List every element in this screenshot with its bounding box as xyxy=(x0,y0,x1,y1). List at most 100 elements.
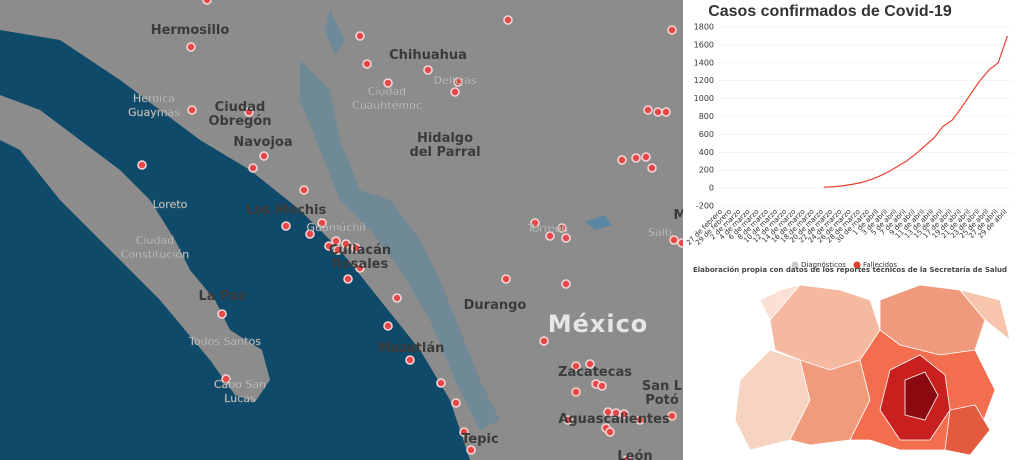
city-label: La Paz xyxy=(198,289,245,304)
case-marker xyxy=(545,231,555,241)
city-label: Los Mochis xyxy=(246,203,327,218)
case-marker xyxy=(561,279,571,289)
city-label: del Parral xyxy=(409,145,480,160)
case-marker xyxy=(539,336,549,346)
case-marker xyxy=(383,78,393,88)
case-marker xyxy=(622,455,632,460)
city-label: Todos Santos xyxy=(188,335,261,348)
city-label: San L xyxy=(642,379,682,394)
case-marker xyxy=(299,185,309,195)
case-marker xyxy=(503,15,513,25)
city-label: Hermosillo xyxy=(151,23,230,38)
legend-swatch xyxy=(853,261,861,269)
city-label: Constitución xyxy=(121,248,190,261)
case-marker xyxy=(331,236,341,246)
city-label: Guaymas xyxy=(128,106,180,119)
case-marker xyxy=(341,239,351,249)
case-marker xyxy=(324,241,334,251)
city-label: Chihuahua xyxy=(389,48,467,63)
city-label: Saltı xyxy=(648,226,672,239)
ocean xyxy=(0,30,470,460)
case-marker xyxy=(186,42,196,52)
city-label: Guamúchil xyxy=(306,221,365,234)
city-label: Culiacán xyxy=(329,243,391,258)
case-marker xyxy=(501,274,511,284)
y-tick-label: 800 xyxy=(699,112,714,121)
case-marker xyxy=(281,221,291,231)
city-label: Loreto xyxy=(153,198,188,211)
city-label: Obregón xyxy=(208,114,271,129)
case-marker xyxy=(355,263,365,273)
city-label: Potó xyxy=(645,393,679,408)
city-label: Aguascalientes xyxy=(558,412,670,427)
case-marker xyxy=(617,155,627,165)
case-marker xyxy=(453,77,463,87)
case-marker xyxy=(557,223,567,233)
city-label: Mazatlán xyxy=(378,341,445,356)
y-tick-label: 1600 xyxy=(694,40,714,49)
case-marker xyxy=(450,87,460,97)
case-marker xyxy=(585,359,595,369)
y-tick-label: 1400 xyxy=(694,58,714,67)
legend-label: Diagnósticos xyxy=(801,261,846,269)
case-marker xyxy=(571,387,581,397)
case-marker xyxy=(641,152,651,162)
case-markers xyxy=(137,0,687,460)
line-chart: -20002004006008001000120014001600180027 … xyxy=(685,23,1012,269)
case-marker xyxy=(351,243,361,253)
y-tick-label: 200 xyxy=(699,166,714,175)
case-marker xyxy=(333,245,343,255)
city-label: Tepic xyxy=(461,432,498,447)
case-marker xyxy=(244,107,254,117)
case-marker xyxy=(647,163,657,173)
city-label: Cabo San xyxy=(214,378,266,391)
case-marker xyxy=(571,361,581,371)
case-marker xyxy=(669,235,679,245)
city-label: Zacatecas xyxy=(558,365,632,380)
case-marker xyxy=(436,378,446,388)
city-label: Delicias xyxy=(434,74,477,87)
case-marker xyxy=(137,160,147,170)
country-label: México xyxy=(548,310,649,338)
data-line xyxy=(823,35,1008,188)
map: Hermosillo Chihuahua Delicias HeroicaGuayma… xyxy=(0,0,687,460)
city-label: Durango xyxy=(464,298,527,313)
city-label: Lucas xyxy=(224,392,256,405)
case-marker xyxy=(221,374,231,384)
legend-swatch xyxy=(791,261,799,269)
y-tick-label: 1800 xyxy=(694,23,714,32)
city-label: Torreón xyxy=(527,222,569,235)
case-marker xyxy=(643,105,653,115)
case-marker xyxy=(305,229,315,239)
city-label: Hidalgo xyxy=(417,131,473,146)
case-marker xyxy=(392,293,402,303)
case-marker xyxy=(259,151,269,161)
case-marker xyxy=(187,105,197,115)
case-marker xyxy=(619,409,629,419)
case-marker xyxy=(383,321,393,331)
case-marker xyxy=(631,153,641,163)
source-note: Elaboración propia con datos de los repo… xyxy=(693,266,1007,274)
case-marker xyxy=(343,274,353,284)
city-label: Rosales xyxy=(332,257,389,272)
case-marker xyxy=(563,415,573,425)
case-marker xyxy=(423,65,433,75)
case-marker xyxy=(451,398,461,408)
y-tick-label: 1200 xyxy=(694,76,714,85)
y-tick-label: 1000 xyxy=(694,94,714,103)
case-marker xyxy=(661,107,671,117)
case-marker xyxy=(317,218,327,228)
choropleth xyxy=(728,280,1024,460)
case-marker xyxy=(597,381,607,391)
case-marker xyxy=(362,59,372,69)
case-marker xyxy=(466,445,476,455)
case-marker xyxy=(667,411,677,421)
y-tick-label: 0 xyxy=(709,184,714,193)
y-tick-label: 600 xyxy=(699,130,714,139)
case-marker xyxy=(653,107,663,117)
city-label: Ciudad xyxy=(136,234,174,247)
y-tick-label: -200 xyxy=(696,202,714,211)
city-label: Navojoa xyxy=(233,135,292,150)
chart-title: Casos confirmados de Covid-19 xyxy=(708,3,952,20)
